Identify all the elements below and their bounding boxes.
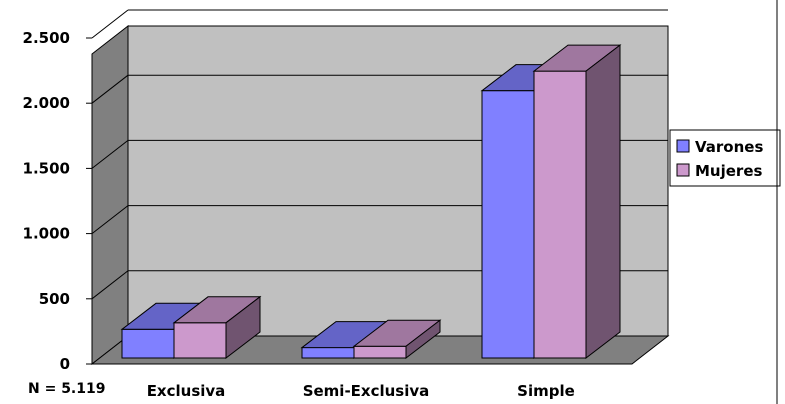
- y-tick-label: 1.000: [23, 225, 70, 243]
- gridline-side: [91, 205, 129, 234]
- bar-front: [353, 345, 407, 359]
- side-wall: [91, 24, 129, 366]
- bar-mujeres-2: [532, 44, 622, 360]
- legend-label-varones: Varones: [695, 138, 763, 156]
- bar-mujeres-0: [172, 295, 262, 360]
- bar-front: [121, 328, 175, 359]
- gridline-side: [91, 9, 129, 39]
- bar-mujeres-1: [352, 319, 442, 360]
- y-tick-label: 2.000: [23, 94, 70, 112]
- y-tick-label: 500: [39, 290, 70, 308]
- bar-front: [301, 347, 355, 359]
- bar-side: [225, 295, 261, 360]
- gridline-side: [91, 74, 129, 104]
- legend-swatch-mujeres: [676, 163, 690, 177]
- x-tick-label: Exclusiva: [147, 382, 226, 400]
- bar-front: [173, 322, 227, 359]
- gridline-side: [91, 270, 129, 300]
- x-tick-label: Semi-Exclusiva: [303, 382, 430, 400]
- bar-front: [533, 70, 587, 359]
- bar-side: [405, 319, 441, 360]
- y-tick-label: 0: [60, 355, 70, 373]
- bar-side: [585, 44, 621, 360]
- x-tick-label: Simple: [517, 382, 575, 400]
- sample-size-note: N = 5.119: [28, 381, 105, 397]
- legend: Varones Mujeres: [669, 129, 781, 187]
- legend-label-mujeres: Mujeres: [695, 162, 762, 180]
- y-tick-label: 2.500: [23, 29, 70, 47]
- legend-box: [669, 129, 781, 187]
- bar-front: [481, 90, 535, 359]
- y-tick-label: 1.500: [23, 159, 70, 177]
- gridline-side: [91, 140, 129, 169]
- legend-swatch-varones: [676, 139, 690, 153]
